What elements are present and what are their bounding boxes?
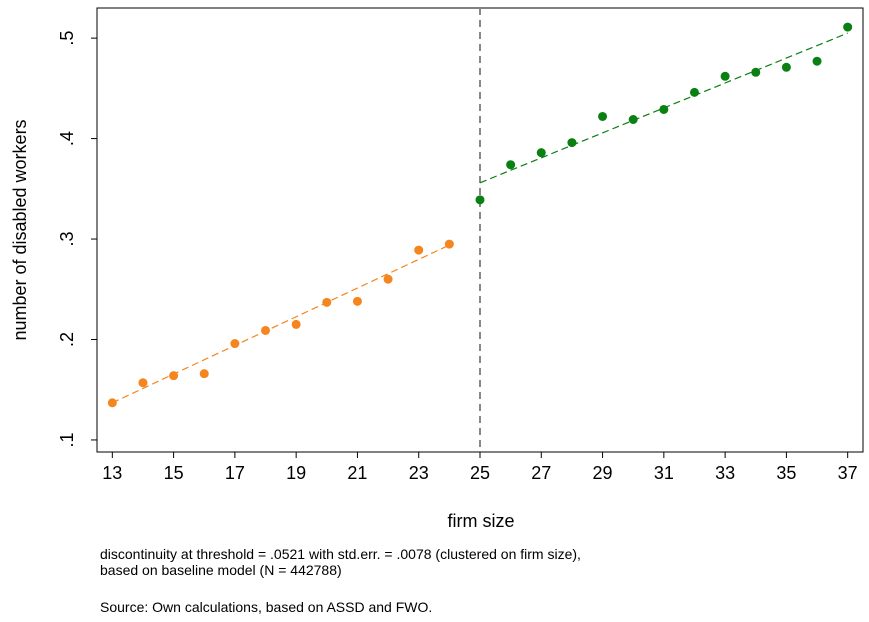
data-point xyxy=(689,87,699,97)
data-point xyxy=(138,378,148,388)
x-tick-label: 17 xyxy=(225,463,245,483)
y-tick-label: .1 xyxy=(57,432,77,447)
data-point xyxy=(536,148,546,158)
axes: 13 15 17 19 21 23 25 27 29 31 33 35 37 .1 .2 .3 .4 .5 xyxy=(57,31,858,483)
data-point xyxy=(751,67,761,77)
data-point xyxy=(169,371,179,381)
note-source: Source: Own calculations, based on ASSD … xyxy=(100,599,433,615)
y-tick-label: .2 xyxy=(57,332,77,347)
note-baseline-model: based on baseline model (N = 442788) xyxy=(100,562,342,578)
data-point xyxy=(322,297,332,307)
x-tick-label: 31 xyxy=(654,463,674,483)
x-tick-label: 23 xyxy=(409,463,429,483)
data-point xyxy=(475,195,485,205)
data-point xyxy=(230,339,240,349)
x-tick-label: 27 xyxy=(531,463,551,483)
x-tick-label: 13 xyxy=(102,463,122,483)
x-tick-label: 35 xyxy=(776,463,796,483)
data-point xyxy=(567,138,577,148)
note-discontinuity: discontinuity at threshold = .0521 with … xyxy=(100,546,581,562)
data-point xyxy=(444,239,454,249)
data-point xyxy=(720,71,730,81)
x-tick-label: 33 xyxy=(715,463,735,483)
data-point xyxy=(383,274,393,284)
x-tick-label: 19 xyxy=(286,463,306,483)
x-tick-label: 37 xyxy=(838,463,858,483)
data-point xyxy=(628,115,638,125)
data-point xyxy=(506,160,516,170)
data-point xyxy=(812,56,822,66)
data-point xyxy=(659,104,669,114)
data-point xyxy=(107,398,117,408)
x-tick-label: 15 xyxy=(164,463,184,483)
y-tick-label: .5 xyxy=(57,31,77,46)
x-tick-label: 25 xyxy=(470,463,490,483)
x-axis-label: firm size xyxy=(448,511,515,531)
data-point xyxy=(598,111,608,121)
x-tick-label: 21 xyxy=(347,463,367,483)
y-tick-label: .3 xyxy=(57,232,77,247)
y-axis-label: number of disabled workers xyxy=(10,119,30,340)
data-point xyxy=(843,22,853,32)
data-point xyxy=(291,319,301,329)
data-point xyxy=(199,369,209,379)
y-tick-label: .4 xyxy=(57,131,77,146)
data-point xyxy=(781,62,791,72)
x-tick-label: 29 xyxy=(593,463,613,483)
data-point xyxy=(352,296,362,306)
data-point xyxy=(261,325,271,335)
data-point xyxy=(414,245,424,255)
marks xyxy=(107,8,853,452)
fit-line-1 xyxy=(112,244,450,404)
